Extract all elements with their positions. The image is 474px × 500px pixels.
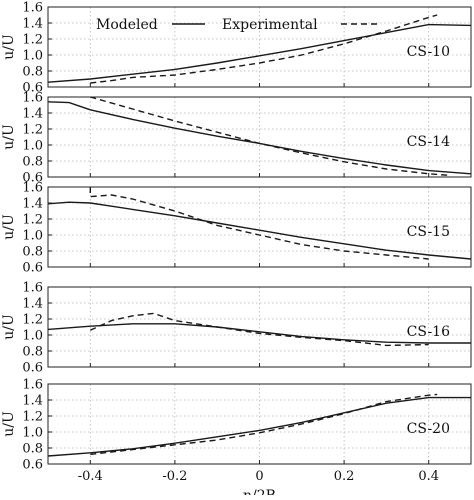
series-line-modeled	[47, 201, 472, 260]
series-line-experimental	[89, 187, 429, 260]
y-tick-label: 1.4	[22, 197, 43, 212]
panel-3: 0.60.81.01.21.41.6 u/U CS-15	[1, 181, 472, 276]
panel-annotation: CS-14	[407, 134, 450, 150]
x-tick-label: -0.2	[162, 469, 187, 484]
y-tick-label: 1.4	[22, 107, 43, 122]
y-tick-label: 0.6	[22, 81, 43, 96]
series-line-modeled	[47, 101, 472, 175]
y-tick-label: 1.2	[22, 410, 43, 425]
x-tick-label: 0.4	[418, 469, 439, 484]
y-tick-label: 1.6	[22, 378, 43, 393]
y-tick-label: 1.4	[22, 394, 43, 409]
y-tick-label: 0.8	[22, 65, 43, 80]
series-line-experimental	[90, 393, 438, 456]
panel-annotation: CS-20	[407, 421, 450, 437]
panel-annotation: CS-10	[407, 44, 450, 60]
y-axis-label: u/U	[1, 411, 17, 437]
y-tick-label: 0.6	[22, 361, 43, 376]
legend-label-experimental: Experimental	[222, 17, 318, 33]
panel-annotation: CS-16	[407, 324, 450, 340]
y-tick-label: 1.4	[22, 297, 43, 312]
y-axis-label: u/U	[1, 314, 17, 340]
panel-1: 0.60.81.01.21.41.6 u/U CS-10	[1, 1, 472, 96]
series-line-modeled	[47, 396, 471, 457]
x-tick-label: 0.2	[334, 469, 355, 484]
panel-2: 0.60.81.01.21.41.6 u/U CS-14	[1, 91, 472, 186]
series-line-experimental	[90, 14, 438, 84]
y-axis-label: u/U	[1, 214, 17, 240]
legend-label-modeled: Modeled	[96, 17, 158, 33]
y-tick-label: 1.0	[22, 139, 43, 154]
y-axis-label: u/U	[1, 34, 17, 60]
series-line-modeled	[47, 23, 472, 83]
y-tick-label: 0.8	[22, 442, 43, 457]
x-axis-label: n/2B	[243, 488, 276, 495]
x-tick-label: 0	[255, 469, 263, 484]
series-line-modeled	[47, 323, 471, 344]
y-tick-label: 1.0	[22, 229, 43, 244]
panel-annotation: CS-15	[407, 224, 450, 240]
y-tick-label: 1.2	[22, 123, 43, 138]
y-tick-label: 1.4	[22, 17, 43, 32]
y-tick-label: 1.2	[22, 213, 43, 228]
y-axis-label: u/U	[1, 124, 17, 150]
x-tick-label: -0.4	[78, 469, 103, 484]
y-tick-label: 1.6	[22, 1, 43, 16]
legend: Modeled Experimental	[96, 17, 378, 33]
y-tick-label: 1.0	[22, 49, 43, 64]
y-tick-label: 0.8	[22, 345, 43, 360]
y-tick-label: 1.6	[22, 181, 43, 196]
y-tick-label: 0.6	[22, 171, 43, 186]
panel-5: 0.60.81.01.21.41.6 u/U CS-20 -0.4 -0.2 0 0.2 0.…	[1, 378, 472, 500]
y-tick-label: 0.8	[22, 155, 43, 170]
series-line-experimental	[90, 96, 450, 177]
y-tick-label: 1.6	[22, 91, 43, 106]
y-tick-label: 0.6	[22, 261, 43, 276]
y-tick-label: 1.0	[22, 426, 43, 441]
y-tick-label: 1.6	[22, 281, 43, 296]
y-tick-label: 0.8	[22, 245, 43, 260]
y-tick-label: 1.2	[22, 33, 43, 48]
y-tick-label: 0.6	[22, 458, 43, 473]
y-tick-label: 1.2	[22, 313, 43, 328]
series-line-experimental	[90, 312, 429, 347]
y-tick-label: 1.0	[22, 329, 43, 344]
panel-4: 0.60.81.01.21.41.6 u/U CS-16	[1, 281, 472, 376]
